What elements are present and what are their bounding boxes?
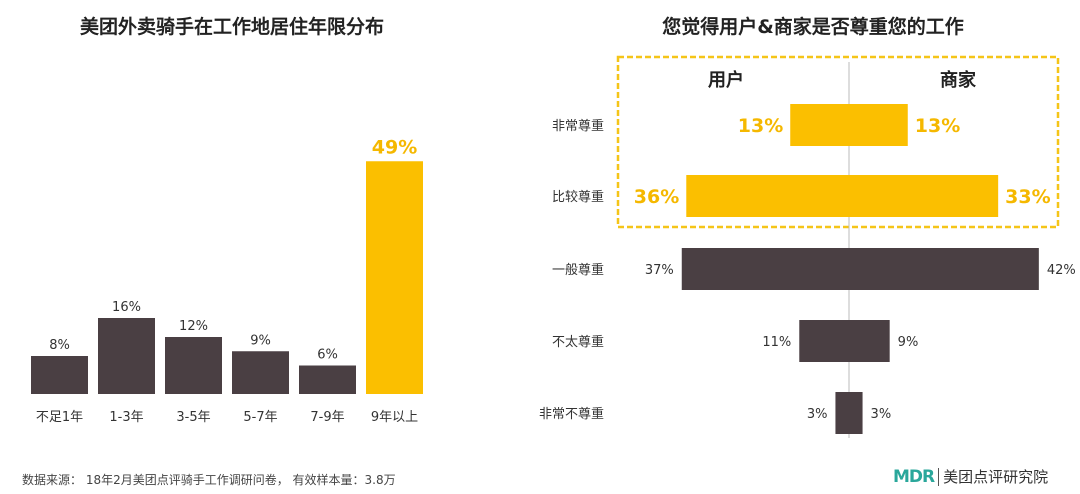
brand-logo: MDR	[893, 466, 935, 487]
category-label: 非常不尊重	[539, 406, 604, 422]
category-label: 不太尊重	[552, 334, 604, 350]
category-label: 比较尊重	[552, 189, 604, 205]
bar-value-label: 12%	[179, 319, 208, 334]
bar-merchant-不太尊重	[849, 320, 890, 362]
bar-1-3年	[98, 318, 155, 394]
bar-7-9年	[299, 365, 356, 394]
merchant-value-label: 3%	[871, 407, 892, 422]
series-header-merchant: 商家	[940, 69, 977, 91]
bar-merchant-一般尊重	[849, 248, 1039, 290]
user-value-label: 13%	[738, 115, 783, 137]
residence-years-chart: 美团外卖骑手在工作地居住年限分布 8% 不足1年 16% 1-3年 12% 3-5年 9% 5…	[31, 15, 423, 425]
user-value-label: 11%	[762, 335, 791, 350]
category-label: 1-3年	[109, 410, 143, 425]
bar-merchant-比较尊重	[849, 175, 999, 217]
brand-name: 美团点评研究院	[943, 468, 1049, 486]
source-note: 数据来源： 18年2月美团点评骑手工作调研问卷， 有效样本量：3.8万	[22, 473, 396, 487]
brand-footer: MDR 美团点评研究院	[893, 466, 1048, 487]
category-label: 3-5年	[176, 410, 210, 425]
category-label: 9年以上	[371, 410, 418, 425]
category-label: 不足1年	[36, 410, 83, 425]
bar-user-非常不尊重	[835, 392, 849, 434]
bar-value-label: 9%	[250, 333, 271, 348]
bar-5-7年	[232, 351, 289, 394]
series-header-user: 用户	[708, 69, 744, 91]
bar-user-比较尊重	[686, 175, 849, 217]
category-label: 非常尊重	[552, 118, 604, 134]
category-label: 5-7年	[243, 410, 277, 425]
left-chart-title: 美团外卖骑手在工作地居住年限分布	[80, 15, 384, 38]
merchant-value-label: 42%	[1047, 263, 1076, 278]
category-label: 7-9年	[310, 410, 344, 425]
bar-value-label: 49%	[372, 136, 417, 158]
user-value-label: 3%	[807, 407, 828, 422]
user-value-label: 37%	[645, 263, 674, 278]
highlight-box	[616, 55, 1060, 229]
merchant-value-label: 9%	[898, 335, 919, 350]
bar-user-不太尊重	[799, 320, 849, 362]
merchant-value-label: 13%	[915, 115, 960, 137]
bar-user-非常尊重	[790, 104, 849, 146]
bar-不足1年	[31, 356, 88, 394]
bar-merchant-非常尊重	[849, 104, 908, 146]
user-value-label: 36%	[634, 186, 679, 208]
respect-diverging-chart: 您觉得用户&商家是否尊重您的工作 用户 商家 非常尊重 13% 13% 比较尊重 36%…	[539, 15, 1076, 438]
right-chart-title: 您觉得用户&商家是否尊重您的工作	[662, 15, 964, 38]
bar-user-一般尊重	[681, 248, 849, 290]
category-label: 一般尊重	[552, 262, 604, 278]
bar-9年以上	[366, 161, 423, 394]
bar-value-label: 6%	[317, 348, 338, 363]
bar-value-label: 16%	[112, 300, 141, 315]
brand-separator	[938, 467, 940, 486]
merchant-value-label: 33%	[1005, 186, 1050, 208]
bar-3-5年	[165, 337, 222, 394]
bar-value-label: 8%	[49, 338, 70, 353]
bar-merchant-非常不尊重	[849, 392, 863, 434]
